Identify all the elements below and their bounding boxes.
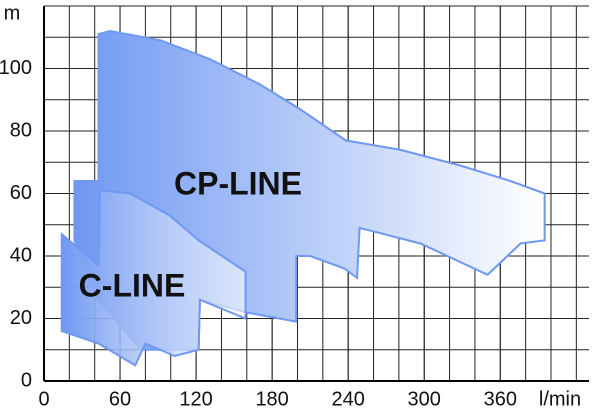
x-tick-label: 300 — [408, 388, 441, 410]
y-axis-label: m — [4, 2, 21, 24]
y-tick-label: 100 — [0, 57, 32, 79]
y-tick-label: 60 — [10, 182, 32, 204]
y-tick-label: 20 — [10, 307, 32, 329]
series-label: C-LINE — [79, 267, 186, 303]
x-tick-label: 180 — [255, 388, 288, 410]
series-label: CP-LINE — [174, 165, 302, 201]
y-tick-label: 40 — [10, 244, 32, 266]
x-tick-label: 120 — [179, 388, 212, 410]
x-tick-label: 0 — [38, 388, 49, 410]
x-tick-label: 60 — [109, 388, 131, 410]
x-tick-label: 240 — [331, 388, 364, 410]
y-tick-label: 0 — [21, 369, 32, 391]
x-axis-label: l/min — [539, 388, 581, 410]
y-tick-label: 80 — [10, 119, 32, 141]
x-tick-label: 360 — [484, 388, 517, 410]
region — [60, 189, 247, 367]
